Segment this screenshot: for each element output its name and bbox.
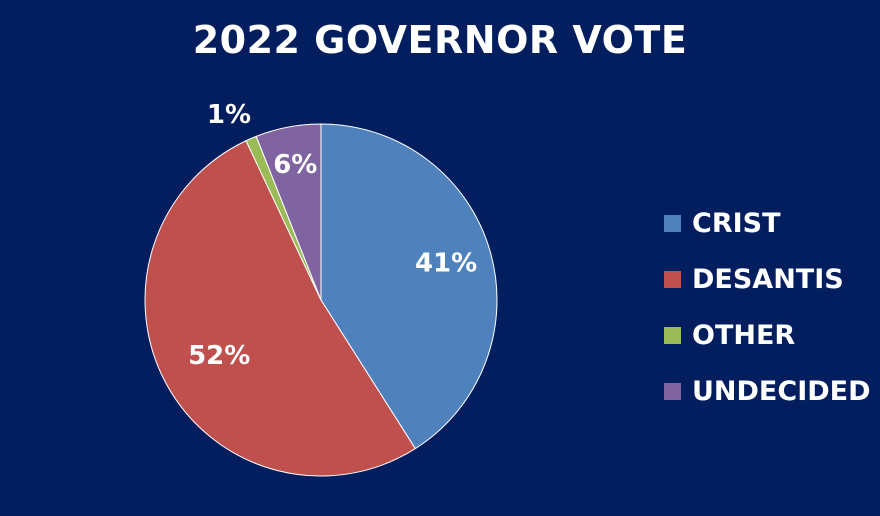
legend-swatch	[664, 382, 681, 400]
legend-label: UNDECIDED	[692, 375, 871, 407]
pie-slice-crist	[320, 123, 498, 450]
legend: CRIST DESANTIS OTHER UNDECIDED	[664, 195, 871, 419]
legend-item-other: OTHER	[664, 307, 871, 363]
pie-slice-undecided	[255, 123, 322, 301]
legend-item-crist: CRIST	[664, 195, 871, 251]
data-label-other: 1%	[207, 100, 251, 130]
legend-item-desantis: DESANTIS	[664, 251, 871, 307]
pie-slices	[144, 123, 498, 477]
legend-swatch	[664, 214, 681, 232]
legend-label: DESANTIS	[692, 263, 844, 295]
legend-swatch	[664, 326, 681, 344]
legend-label: OTHER	[692, 319, 796, 351]
data-label-desantis: 52%	[188, 341, 250, 371]
pie-slice-desantis	[144, 140, 416, 477]
data-label-crist: 41%	[415, 249, 477, 279]
legend-item-undecided: UNDECIDED	[664, 363, 871, 419]
legend-swatch	[664, 270, 681, 288]
data-label-undecided: 6%	[273, 150, 317, 180]
chart-title: 2022 GOVERNOR VOTE	[192, 18, 688, 62]
pie-data-labels: 41% 52% 1% 6%	[188, 100, 477, 371]
legend-label: CRIST	[692, 207, 781, 239]
